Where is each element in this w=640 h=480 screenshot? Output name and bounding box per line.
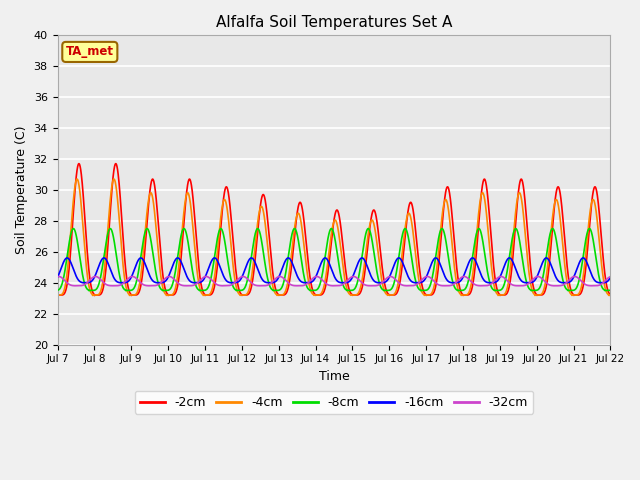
-8cm [527,288,535,293]
-8cm [607,288,614,293]
-8cm [54,288,61,293]
-8cm [458,288,466,293]
-2cm [607,293,614,299]
-4cm [89,293,97,299]
-16cm [314,270,321,276]
-32cm [606,274,614,280]
-8cm [490,287,497,292]
-4cm [490,279,497,285]
X-axis label: Time: Time [319,370,349,383]
Line: -16cm: -16cm [58,258,611,283]
Line: -32cm: -32cm [58,276,611,286]
-32cm [428,276,435,282]
-32cm [458,274,466,280]
-2cm [75,161,83,167]
Line: -8cm: -8cm [58,228,611,290]
-2cm [314,292,321,298]
-2cm [428,292,435,298]
-16cm [543,255,550,261]
-4cm [314,292,321,298]
-2cm [606,291,614,297]
-4cm [73,176,81,182]
-8cm [512,226,520,231]
-8cm [606,288,614,293]
Legend: -2cm, -4cm, -8cm, -16cm, -32cm: -2cm, -4cm, -8cm, -16cm, -32cm [135,391,533,414]
-4cm [54,292,61,298]
-4cm [458,292,466,298]
-2cm [458,291,466,297]
-8cm [428,279,435,285]
-16cm [153,280,161,286]
-2cm [54,293,61,299]
-4cm [154,237,161,242]
-4cm [606,292,614,298]
-32cm [54,274,61,279]
-16cm [428,262,435,267]
-2cm [153,205,161,211]
-16cm [458,276,466,282]
-32cm [314,274,321,279]
-8cm [153,275,161,281]
-32cm [153,282,161,288]
-16cm [607,275,614,280]
Text: TA_met: TA_met [66,46,114,59]
-4cm [428,291,435,297]
-16cm [521,280,529,286]
-32cm [424,274,431,279]
-8cm [314,287,321,292]
-32cm [607,274,614,279]
-16cm [54,275,61,280]
Line: -2cm: -2cm [58,164,611,296]
Title: Alfalfa Soil Temperatures Set A: Alfalfa Soil Temperatures Set A [216,15,452,30]
-32cm [490,279,497,285]
-16cm [490,280,497,286]
Line: -4cm: -4cm [58,179,611,296]
-16cm [606,276,614,281]
-32cm [402,283,410,288]
-2cm [490,260,497,266]
-4cm [607,292,614,298]
Y-axis label: Soil Temperature (C): Soil Temperature (C) [15,126,28,254]
